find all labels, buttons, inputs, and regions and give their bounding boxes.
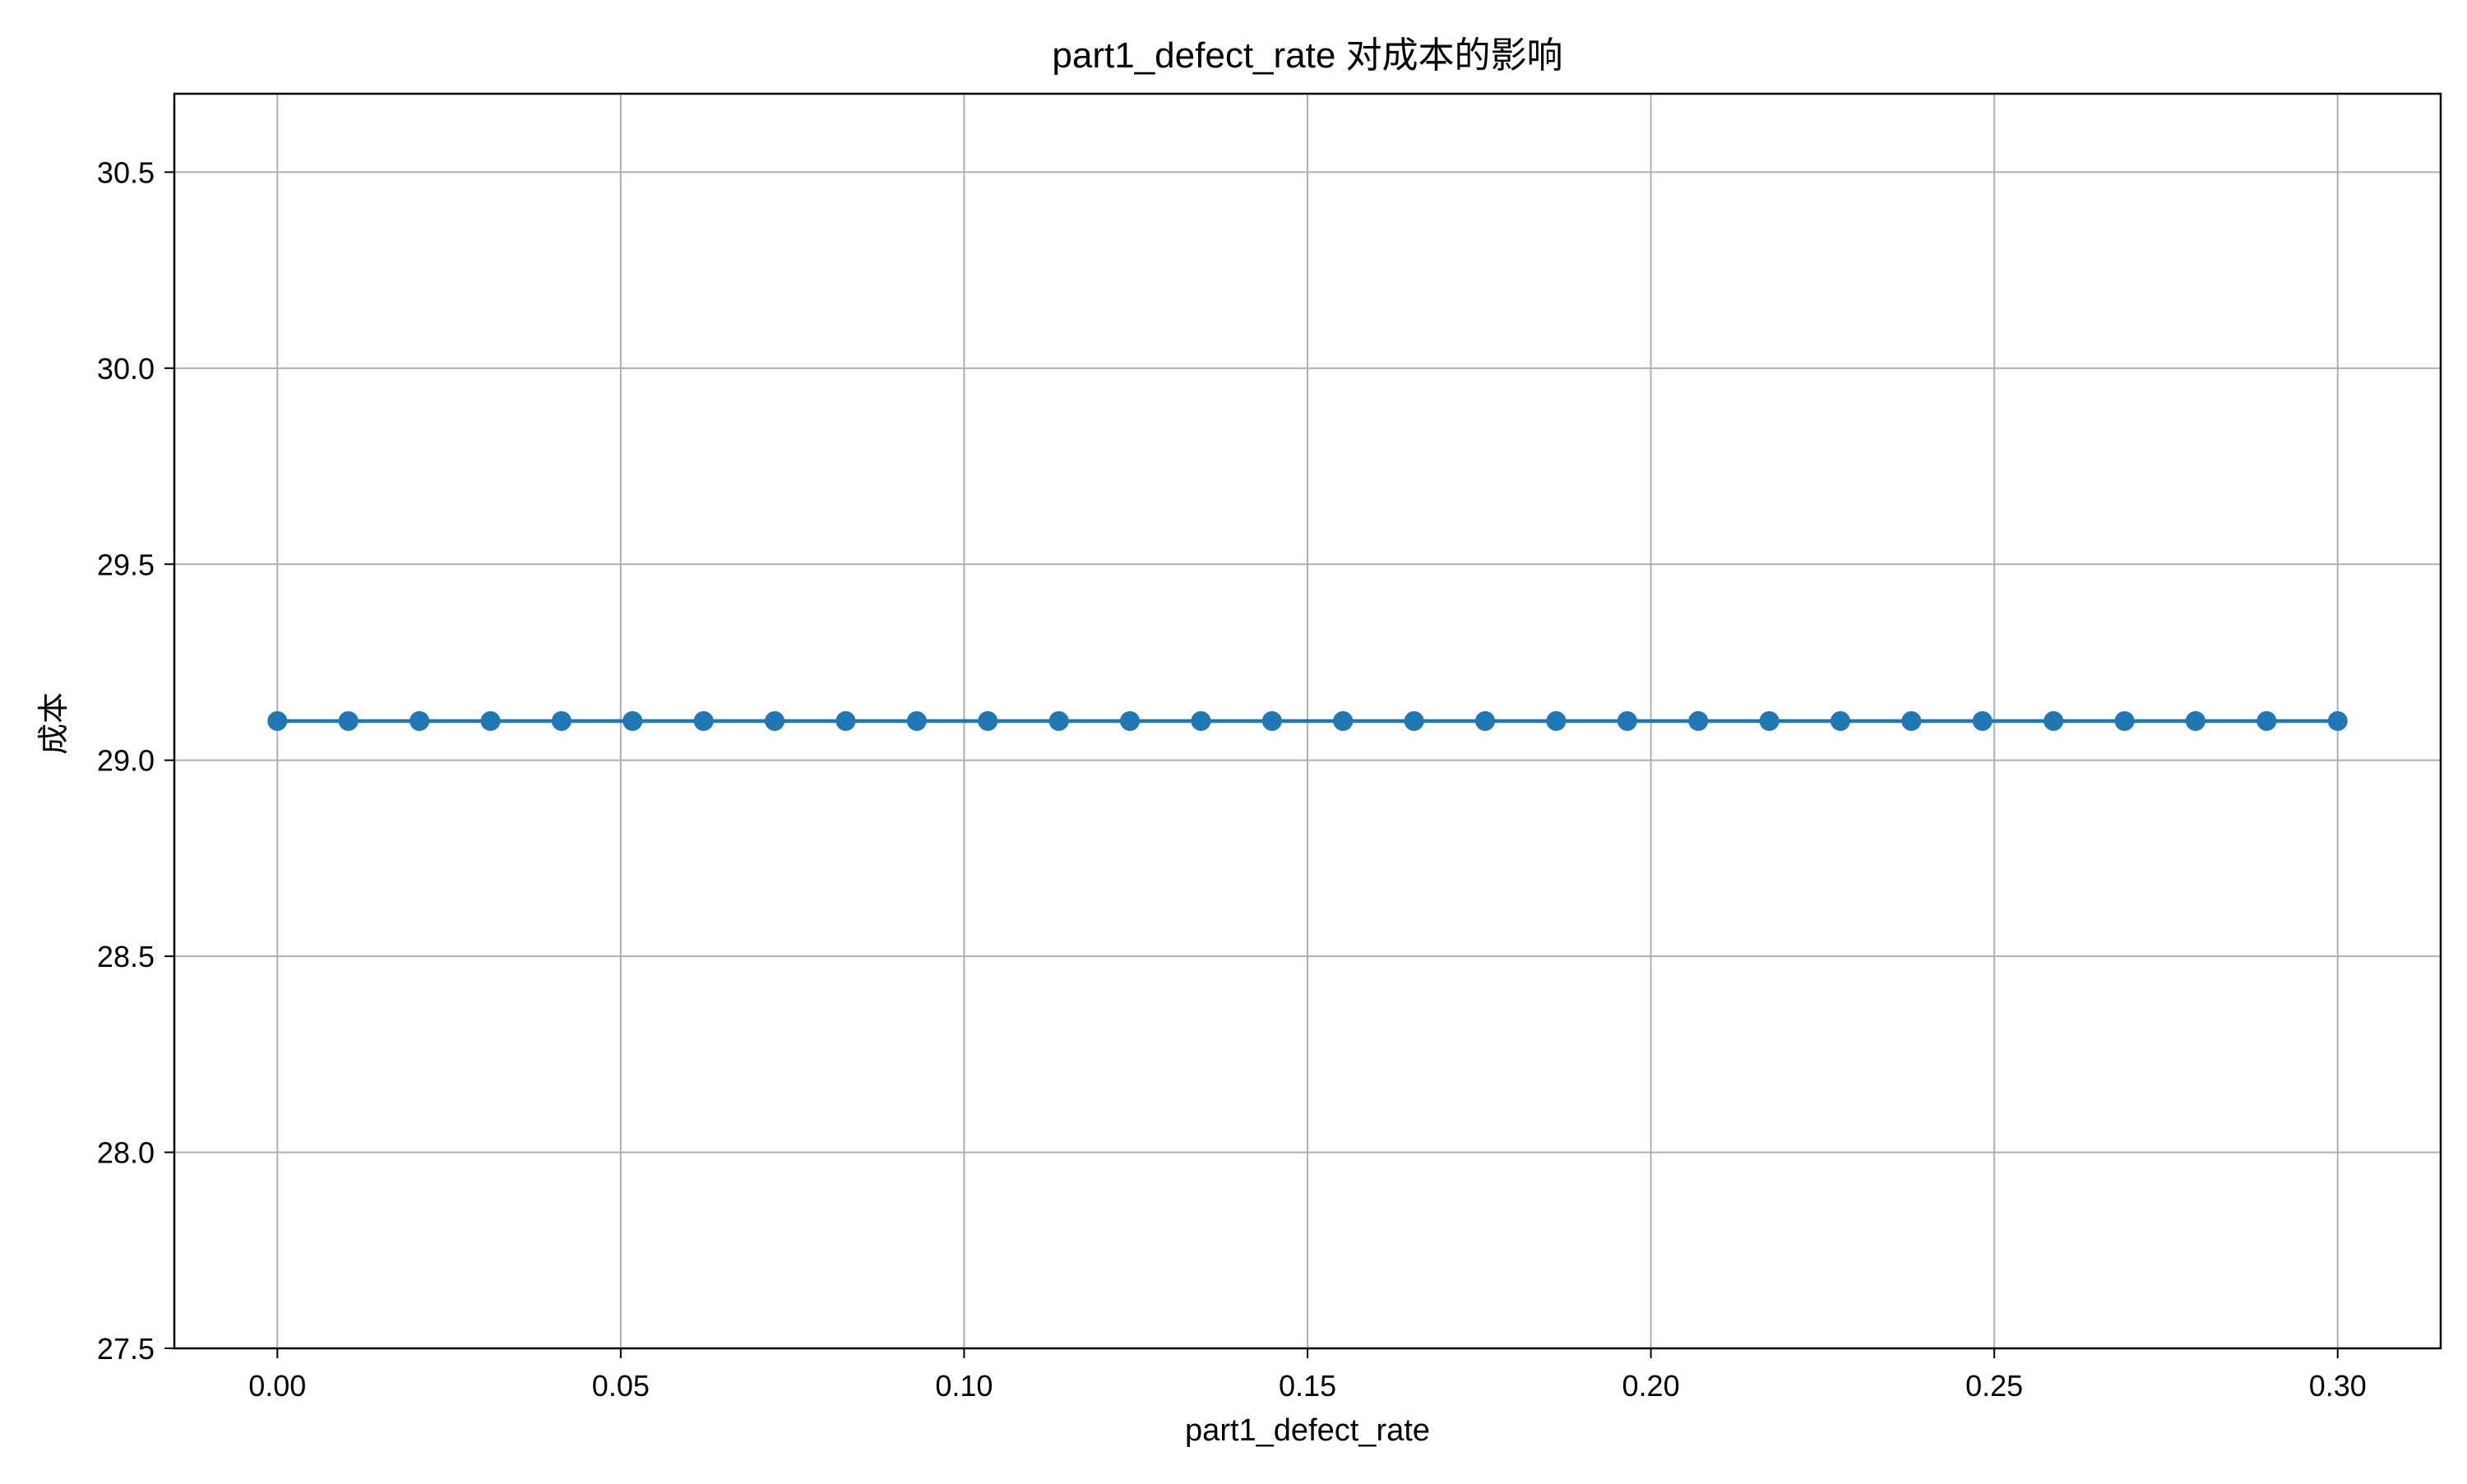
chart-title: part1_defect_rate 对成本的影响 xyxy=(1052,35,1562,76)
data-point xyxy=(338,711,359,731)
x-tick-label: 0.25 xyxy=(1965,1369,2023,1403)
data-point xyxy=(410,711,430,731)
data-point xyxy=(1759,711,1780,731)
data-point xyxy=(1404,711,1424,731)
data-point xyxy=(1688,711,1709,731)
data-point xyxy=(835,711,856,731)
data-point xyxy=(1191,711,1211,731)
y-tick-label: 29.5 xyxy=(97,548,155,581)
data-point xyxy=(693,711,714,731)
axes xyxy=(164,92,2442,1358)
x-tick-label: 0.10 xyxy=(935,1369,993,1403)
x-tick-label: 0.05 xyxy=(592,1369,650,1403)
data-point xyxy=(1830,711,1850,731)
data-point xyxy=(267,711,288,731)
data-point xyxy=(1617,711,1637,731)
data-point xyxy=(1261,711,1282,731)
series-layer xyxy=(267,711,2348,731)
data-point xyxy=(1474,711,1495,731)
y-tick-label: 28.0 xyxy=(97,1136,155,1170)
data-point xyxy=(2043,711,2064,731)
data-point xyxy=(1120,711,1141,731)
x-axis-label: part1_defect_rate xyxy=(1185,1413,1430,1448)
x-tick-label: 0.15 xyxy=(1279,1369,1336,1403)
data-point xyxy=(978,711,998,731)
data-point xyxy=(551,711,572,731)
x-tick-label: 0.30 xyxy=(2309,1369,2367,1403)
y-tick-label: 29.0 xyxy=(97,744,155,778)
y-tick-label: 30.0 xyxy=(97,352,155,386)
y-tick-label: 28.5 xyxy=(97,940,155,973)
y-tick-label: 30.5 xyxy=(97,155,155,189)
data-point xyxy=(765,711,785,731)
data-point xyxy=(2327,711,2348,731)
data-point xyxy=(906,711,927,731)
y-tick-label: 27.5 xyxy=(97,1332,155,1366)
data-point xyxy=(623,711,643,731)
x-tick-label: 0.20 xyxy=(1622,1369,1680,1403)
data-point xyxy=(1333,711,1354,731)
data-point xyxy=(480,711,501,731)
y-axis-label: 成本 xyxy=(37,692,72,755)
data-point xyxy=(2114,711,2135,731)
data-point xyxy=(1048,711,1069,731)
data-point xyxy=(2256,711,2277,731)
x-tick-label: 0.00 xyxy=(248,1369,306,1403)
data-point xyxy=(1901,711,1922,731)
tick-labels: 0.00 0.05 0.10 0.15 0.20 0.25 0.30 27.5 28.0 28.5… xyxy=(97,155,2367,1403)
data-point xyxy=(1972,711,1993,731)
data-point xyxy=(1546,711,1567,731)
plot-frame xyxy=(173,92,2442,1350)
data-point xyxy=(2185,711,2205,731)
